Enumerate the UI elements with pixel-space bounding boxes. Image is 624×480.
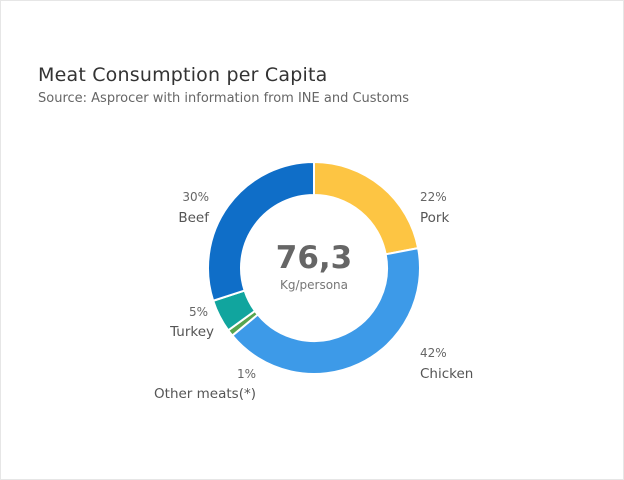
slice-label-pork-name: Pork [420,210,449,226]
slice-label-pork-percent: 22% [420,190,447,204]
chart-title: Meat Consumption per Capita [38,64,328,86]
slice-chicken [231,247,421,375]
center-total-unit: Kg/persona [280,278,348,292]
slice-label-turkey-name: Turkey [169,324,214,340]
slice-label-other-name: Other meats(*) [154,386,256,402]
donut-slices [207,161,421,375]
slice-label-chicken-name: Chicken [420,366,473,382]
slice-label-beef-name: Beef [178,210,210,226]
center-total-value: 76,3 [276,240,353,276]
slice-label-other-percent: 1% [237,367,256,381]
chart-subtitle: Source: Asprocer with information from I… [38,91,410,106]
slice-label-turkey-percent: 5% [189,305,208,319]
slice-label-beef-percent: 30% [182,190,209,204]
slice-beef [207,161,315,302]
slice-label-chicken-percent: 42% [420,346,447,360]
